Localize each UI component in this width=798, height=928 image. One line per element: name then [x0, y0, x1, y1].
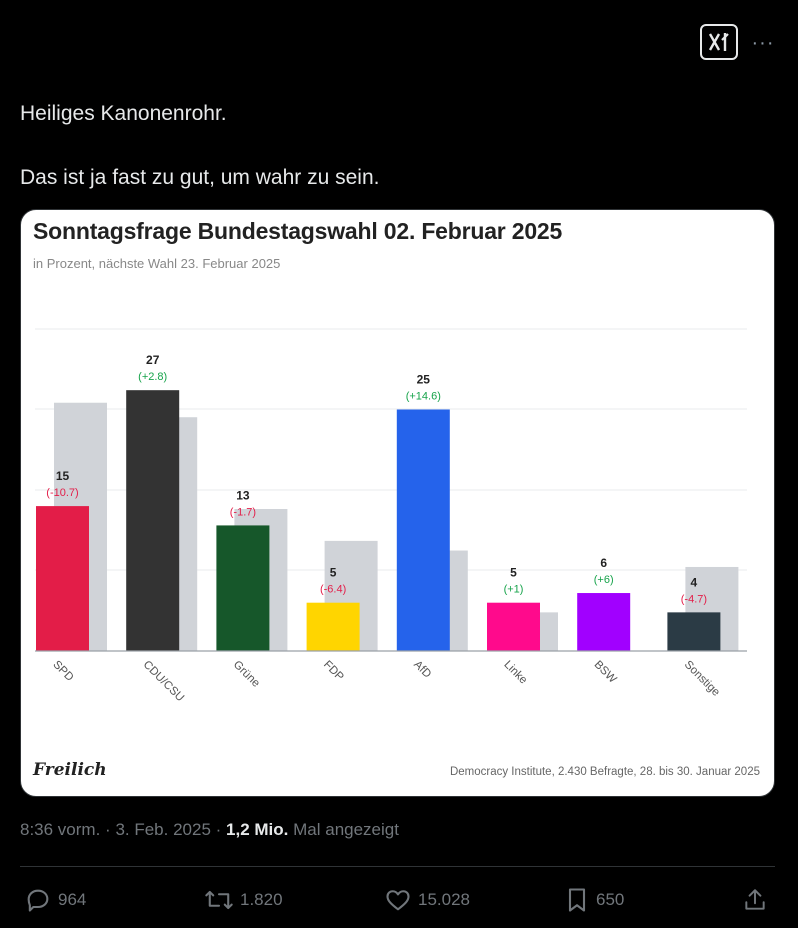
change-label: (-10.7)	[46, 487, 78, 499]
meta-separator: ·	[215, 820, 227, 839]
value-label: 5	[330, 566, 337, 580]
bar-grne	[216, 525, 270, 651]
tweet-time[interactable]: 8:36 vorm.	[20, 820, 101, 839]
bar-chart: 15 (-10.7) SPD 27 (+2.8) CDU/CSU 13 (-1.7) Grüne…	[35, 328, 747, 705]
category-label: CDU/CSU	[141, 659, 187, 705]
value-label: 25	[417, 373, 431, 387]
bar-fdp	[306, 602, 360, 651]
retweet-button[interactable]: 1.820	[204, 878, 283, 922]
tweet-line-1: Heiliges Kanonenrohr.	[20, 102, 227, 125]
bar-linke	[487, 602, 540, 651]
bookmark-icon	[568, 888, 586, 912]
like-count: 15.028	[418, 890, 470, 909]
value-label: 13	[236, 488, 250, 502]
category-label: AfD	[411, 659, 433, 681]
category-label: BSW	[592, 659, 619, 686]
share-icon	[745, 889, 765, 910]
category-label: Sonstige	[682, 659, 722, 699]
change-label: (-4.7)	[681, 593, 707, 605]
heart-icon	[386, 890, 410, 911]
bookmark-button[interactable]: 650	[564, 878, 624, 922]
value-label: 27	[146, 353, 160, 367]
chart-source: Democracy Institute, 2.430 Befragte, 28.…	[449, 766, 760, 778]
value-label: 15	[56, 469, 70, 483]
category-label: FDP	[321, 659, 346, 684]
bar-spd	[36, 506, 89, 651]
chart-image: Sonntagsfrage Bundestagswahl 02. Februar…	[21, 210, 774, 796]
reply-count: 964	[58, 890, 87, 909]
bar-sonstige	[667, 612, 721, 651]
bar-bsw	[577, 593, 631, 651]
tweet-date[interactable]: 3. Feb. 2025	[115, 820, 211, 839]
reply-button[interactable]: 964	[24, 878, 86, 922]
change-label: (+2.8)	[138, 371, 167, 383]
bar-afd	[396, 409, 450, 651]
meta-separator: ·	[105, 820, 116, 839]
value-label: 6	[600, 556, 607, 570]
share-button[interactable]	[742, 878, 774, 922]
bookmark-count: 650	[596, 890, 625, 909]
change-label: (+1)	[504, 584, 524, 596]
views-count: 1,2 Mio.	[226, 820, 289, 839]
category-label: Grüne	[231, 659, 262, 690]
category-label: SPD	[50, 659, 75, 684]
brand-logo: Freilich	[33, 760, 107, 780]
grok-icon[interactable]	[700, 24, 738, 60]
tweet-meta: 8:36 vorm. · 3. Feb. 2025 · 1,2 Mio. Mal…	[20, 820, 399, 840]
chart-title: Sonntagsfrage Bundestagswahl 02. Februar…	[33, 218, 563, 244]
top-bar: ···	[0, 24, 798, 64]
change-label: (-1.7)	[230, 506, 256, 518]
change-label: (+6)	[594, 574, 614, 586]
bar-cducsu	[126, 390, 180, 651]
category-label: Linke	[501, 659, 529, 687]
change-label: (+14.6)	[406, 391, 441, 403]
tweet-text: Heiliges Kanonenrohr. Das ist ja fast zu…	[20, 98, 760, 194]
action-bar: 964 1.820 15.028 650	[0, 878, 798, 922]
divider	[20, 866, 775, 867]
change-label: (-6.4)	[320, 584, 346, 596]
chart-subtitle: in Prozent, nächste Wahl 23. Februar 202…	[33, 256, 281, 271]
retweet-icon	[205, 890, 233, 910]
views-label: Mal angezeigt	[293, 820, 399, 839]
value-label: 5	[510, 566, 517, 580]
tweet-line-2: Das ist ja fast zu gut, um wahr zu sein.	[20, 166, 380, 189]
retweet-count: 1.820	[240, 890, 283, 909]
reply-icon	[27, 889, 49, 912]
media-card[interactable]: Sonntagsfrage Bundestagswahl 02. Februar…	[20, 209, 775, 797]
more-options-button[interactable]: ···	[751, 31, 775, 54]
value-label: 4	[691, 575, 698, 589]
like-button[interactable]: 15.028	[384, 878, 470, 922]
